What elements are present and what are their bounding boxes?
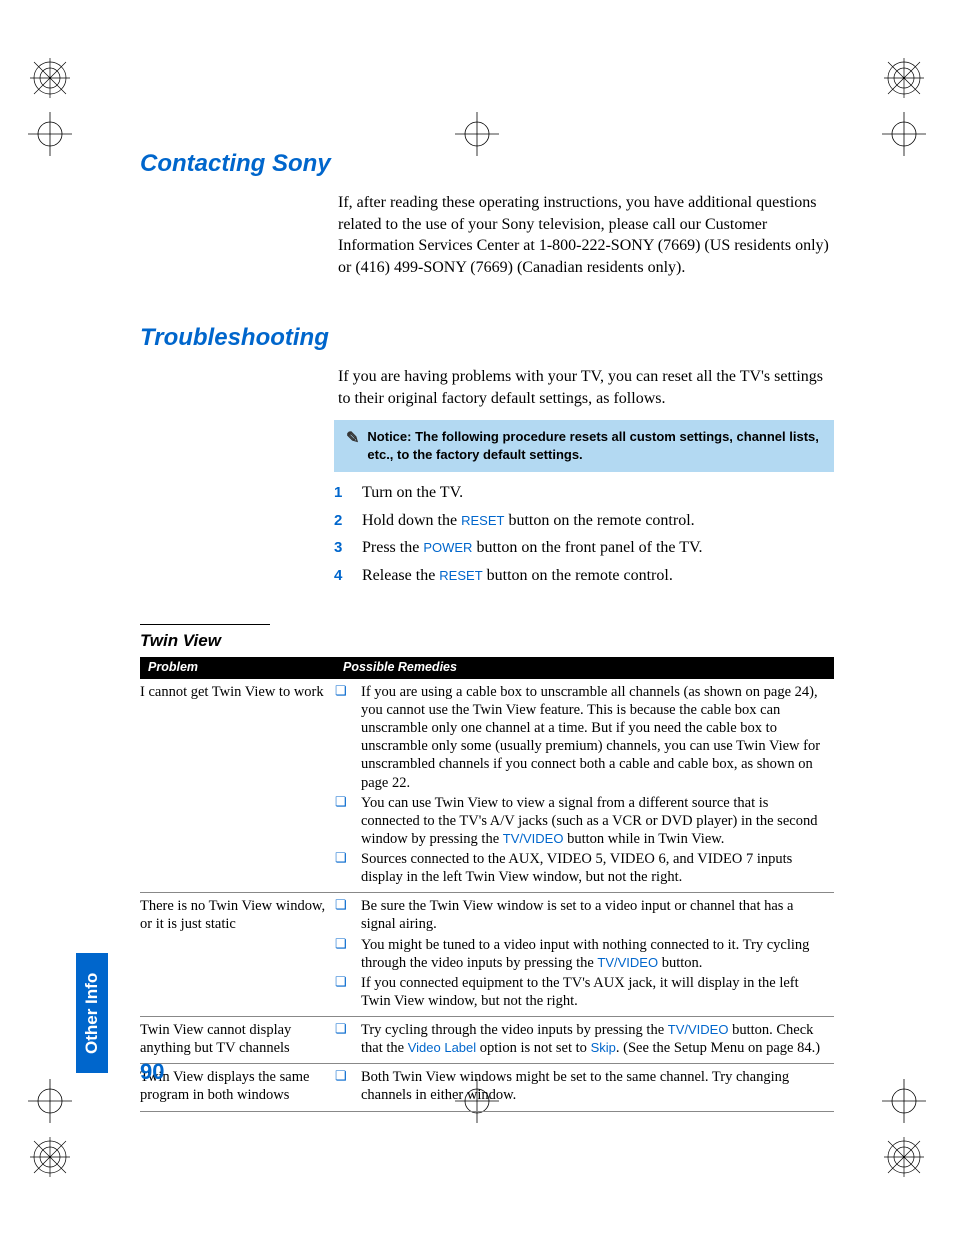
ui-button-label: RESET	[461, 513, 504, 528]
registration-mark-icon	[28, 112, 72, 156]
bullet-icon: ❏	[335, 936, 349, 972]
registration-mark-icon	[28, 1079, 72, 1123]
problem-cell: There is no Twin View window, or it is j…	[140, 893, 335, 1017]
remedy-item: ❏You can use Twin View to view a signal …	[335, 794, 828, 848]
bullet-icon: ❏	[335, 850, 349, 886]
remedies-cell: ❏ Both Twin View windows might be set to …	[335, 1064, 834, 1111]
remedy-item: ❏If you are using a cable box to unscram…	[335, 683, 828, 792]
remedy-item: ❏ Be sure the Twin View window is set to …	[335, 897, 828, 933]
col-remedies: Possible Remedies	[335, 657, 834, 679]
bullet-icon: ❏	[335, 897, 349, 933]
reset-step: 1 Turn on the TV.	[334, 482, 834, 504]
step-text: Release the RESET button on the remote c…	[362, 565, 673, 587]
remedy-text: If you connected equipment to the TV's A…	[361, 974, 828, 1010]
problem-cell: Twin View displays the same program in b…	[140, 1064, 335, 1111]
registration-mark-icon	[882, 1079, 926, 1123]
step-text: Turn on the TV.	[362, 482, 463, 504]
ui-button-label: RESET	[439, 568, 482, 583]
inline-ui-label: TV/VIDEO	[668, 1022, 729, 1037]
table-row: Twin View displays the same program in b…	[140, 1064, 834, 1111]
crop-mark-icon	[28, 1135, 72, 1179]
step-text: Press the POWER button on the front pane…	[362, 537, 703, 559]
pencil-icon: ✎	[346, 428, 359, 464]
remedy-item: ❏ Sources connected to the AUX, VIDEO 5, …	[335, 850, 828, 886]
bullet-icon: ❏	[335, 683, 349, 792]
notice-text: Notice: The following procedure resets a…	[367, 428, 822, 464]
remedies-cell: ❏ Be sure the Twin View window is set to …	[335, 893, 834, 1017]
remedy-text: Try cycling through the video inputs by …	[361, 1021, 828, 1057]
remedy-text: You can use Twin View to view a signal f…	[361, 794, 828, 848]
bullet-icon: ❏	[335, 974, 349, 1010]
step-number: 3	[334, 539, 348, 556]
heading-troubleshooting: Troubleshooting	[140, 324, 834, 352]
col-problem: Problem	[140, 657, 335, 679]
troubleshooting-table: Problem Possible Remedies I cannot get T…	[140, 657, 834, 1111]
remedy-text: Both Twin View windows might be set to t…	[361, 1068, 828, 1104]
reset-steps: 1 Turn on the TV. 2 Hold down the RESET but…	[334, 482, 834, 586]
crop-mark-icon	[882, 1135, 926, 1179]
registration-mark-icon	[882, 112, 926, 156]
remedy-text: If you are using a cable box to unscramb…	[361, 683, 828, 792]
inline-ui-label: TV/VIDEO	[503, 831, 564, 846]
page-number: 90	[140, 1059, 164, 1085]
table-row: There is no Twin View window, or it is j…	[140, 893, 834, 1017]
step-text: Hold down the RESET button on the remote…	[362, 510, 695, 532]
inline-ui-label: TV/VIDEO	[597, 955, 658, 970]
reset-step: 3 Press the POWER button on the front pan…	[334, 537, 834, 559]
remedies-cell: ❏ Try cycling through the video inputs by…	[335, 1017, 834, 1064]
bullet-icon: ❏	[335, 794, 349, 848]
remedy-item: ❏ Try cycling through the video inputs by…	[335, 1021, 828, 1057]
contacting-body: If, after reading these operating instru…	[338, 192, 834, 278]
crop-mark-icon	[28, 56, 72, 100]
section-rule	[140, 624, 270, 625]
reset-step: 2 Hold down the RESET button on the remot…	[334, 510, 834, 532]
remedy-text: Sources connected to the AUX, VIDEO 5, V…	[361, 850, 828, 886]
remedy-item: ❏ If you connected equipment to the TV's …	[335, 974, 828, 1010]
remedy-item: ❏ Both Twin View windows might be set to …	[335, 1068, 828, 1104]
step-number: 4	[334, 567, 348, 584]
remedy-item: ❏ You might be tuned to a video input wit…	[335, 936, 828, 972]
table-row: Twin View cannot display anything but TV…	[140, 1017, 834, 1064]
problem-cell: Twin View cannot display anything but TV…	[140, 1017, 335, 1064]
bullet-icon: ❏	[335, 1068, 349, 1104]
inline-ui-label: Video Label	[408, 1040, 476, 1055]
page-content: Contacting Sony If, after reading these …	[140, 150, 834, 1085]
heading-contacting-sony: Contacting Sony	[140, 150, 834, 178]
remedy-text: You might be tuned to a video input with…	[361, 936, 828, 972]
table-row: I cannot get Twin View to work❏If you ar…	[140, 679, 834, 893]
remedies-cell: ❏If you are using a cable box to unscram…	[335, 679, 834, 893]
crop-mark-icon	[882, 56, 926, 100]
bullet-icon: ❏	[335, 1021, 349, 1057]
heading-twin-view: Twin View	[140, 631, 834, 651]
notice-box: ✎ Notice: The following procedure resets…	[334, 420, 834, 472]
side-tab-other-info: Other Info	[76, 953, 108, 1073]
troubleshooting-intro: If you are having problems with your TV,…	[338, 366, 834, 409]
ui-button-label: POWER	[423, 540, 472, 555]
step-number: 2	[334, 512, 348, 529]
step-number: 1	[334, 484, 348, 501]
inline-ui-label: Skip	[591, 1040, 616, 1055]
problem-cell: I cannot get Twin View to work	[140, 679, 335, 893]
remedy-text: Be sure the Twin View window is set to a…	[361, 897, 828, 933]
reset-step: 4 Release the RESET button on the remote …	[334, 565, 834, 587]
